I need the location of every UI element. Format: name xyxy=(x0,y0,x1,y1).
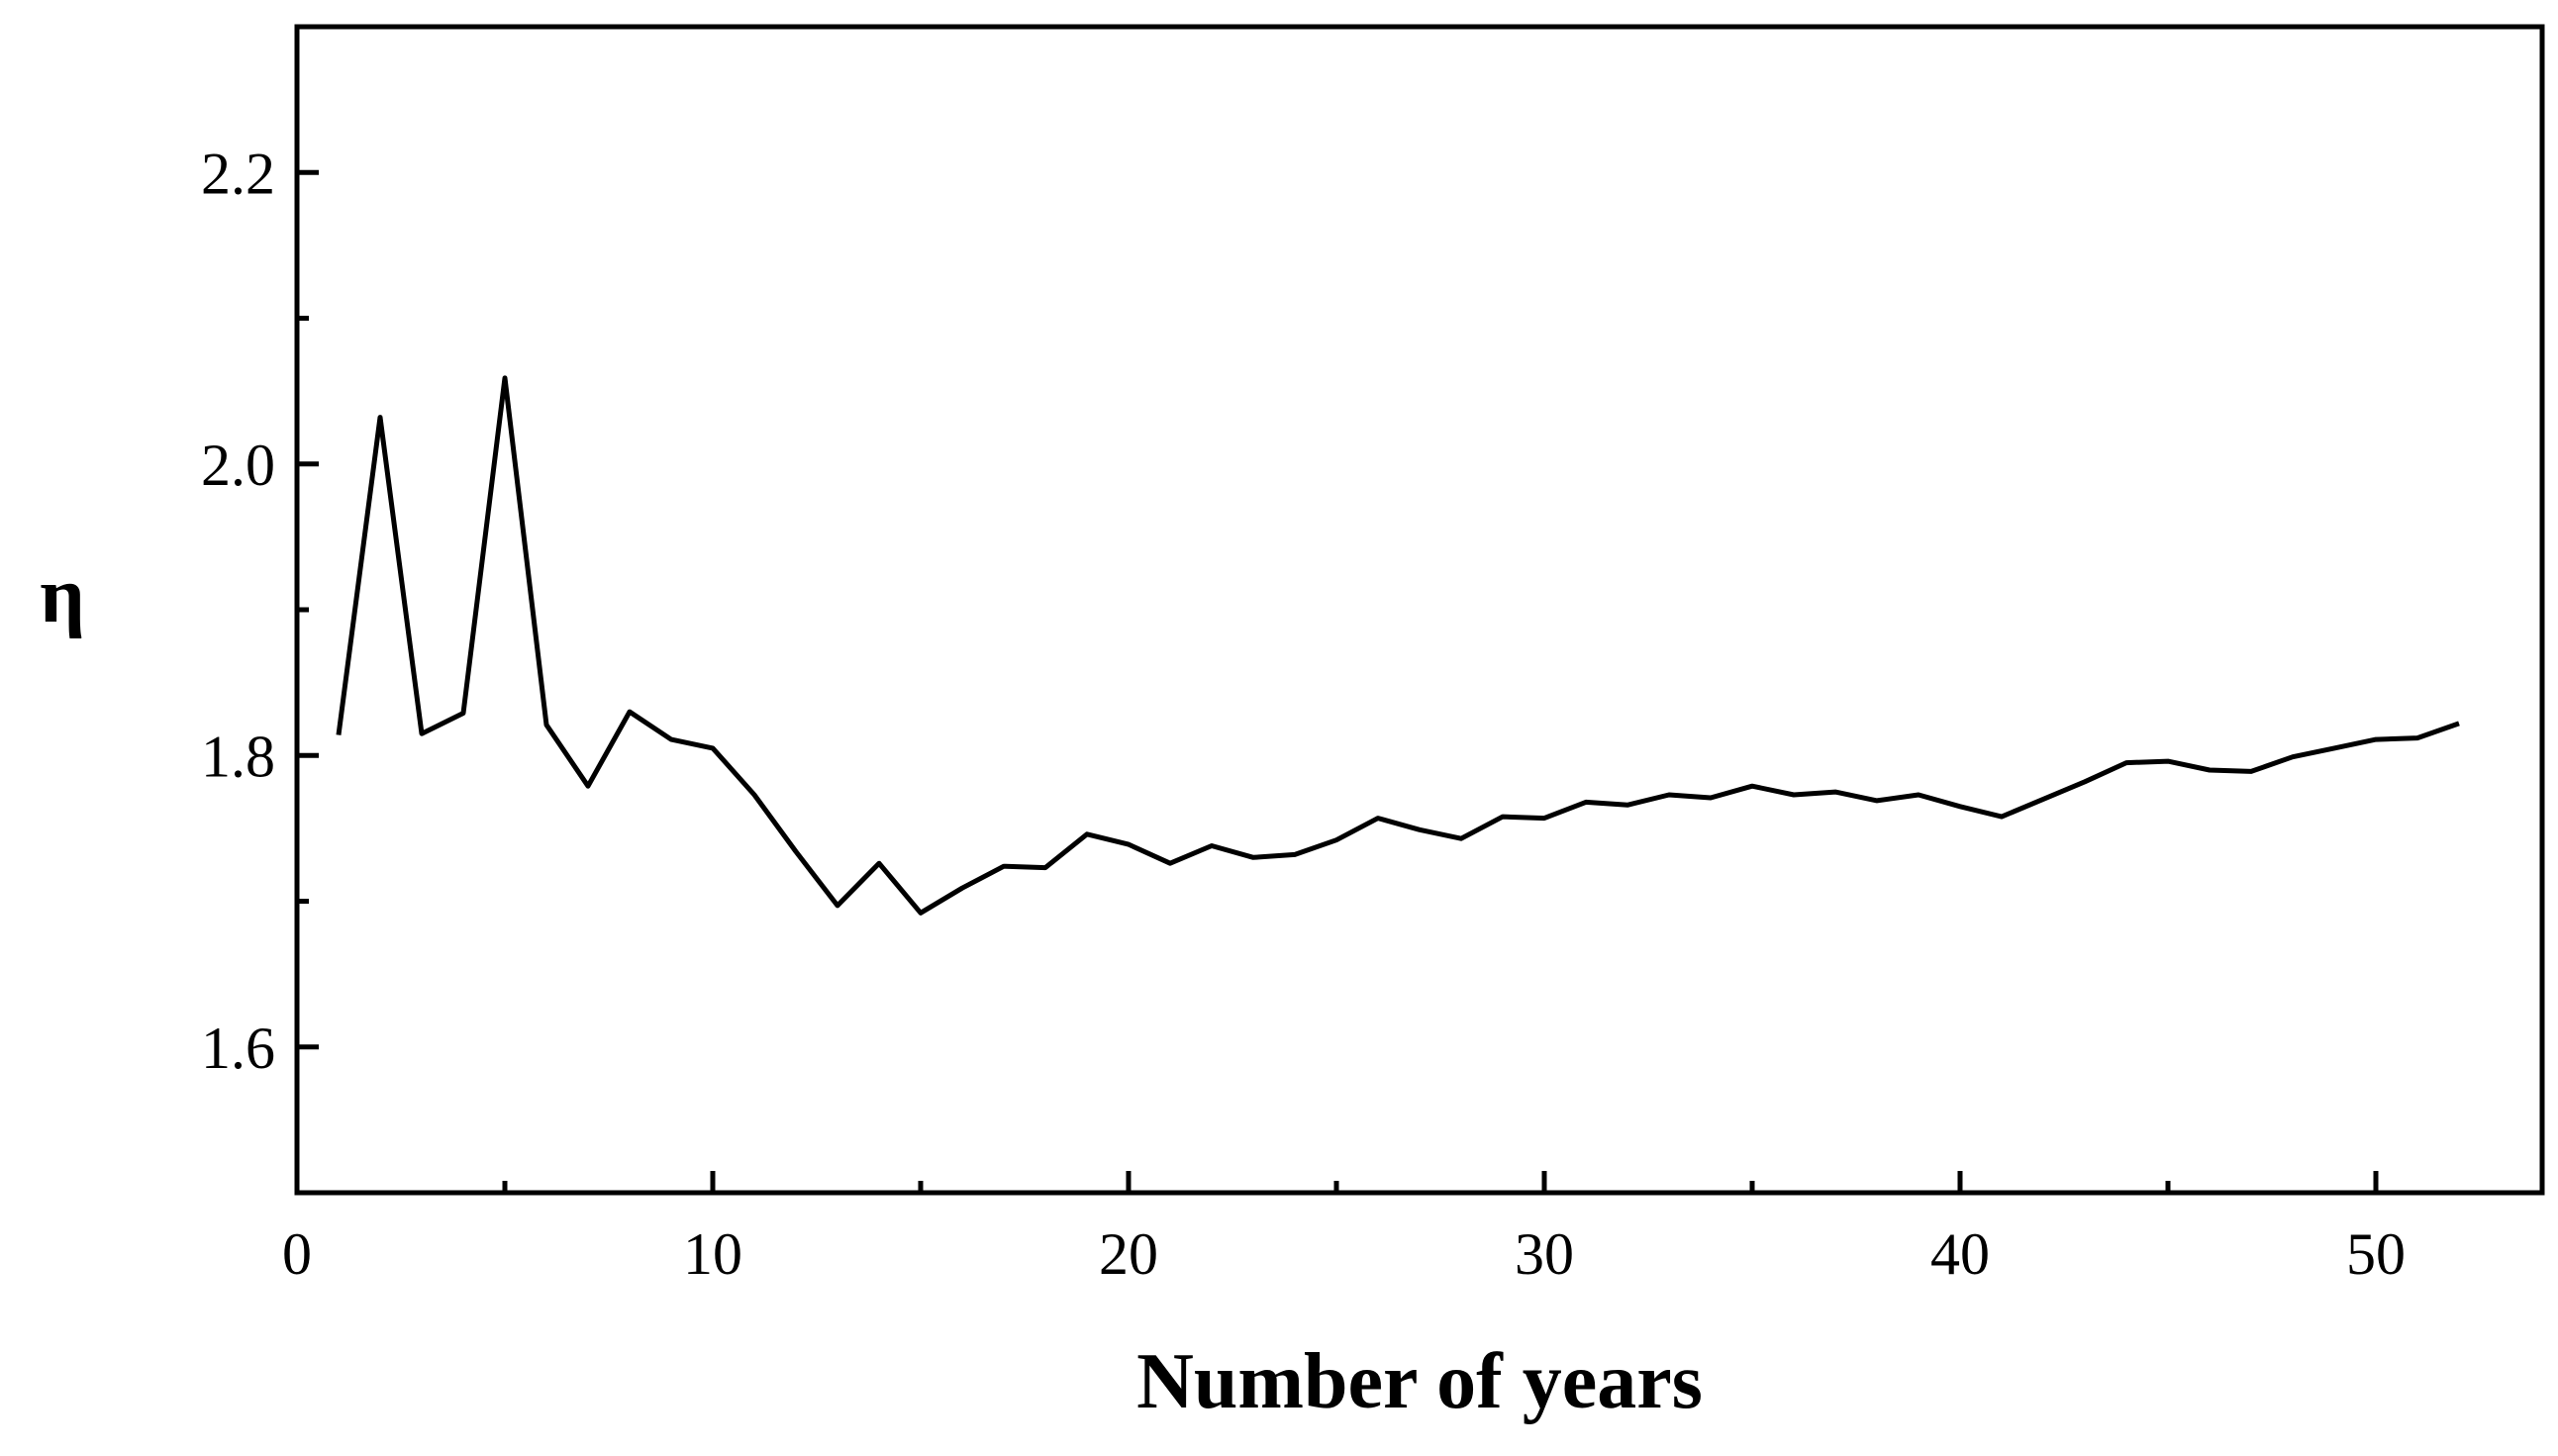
x-tick-label: 30 xyxy=(1515,1221,1574,1287)
plot-frame xyxy=(294,24,2545,1196)
y-tick-label: 1.6 xyxy=(201,1016,275,1081)
eta-series-line xyxy=(336,375,2460,916)
x-axis-title: Number of years xyxy=(1136,1338,1703,1425)
x-tick-label: 40 xyxy=(1930,1221,1990,1287)
y-tick-label: 1.8 xyxy=(201,724,275,789)
x-axis-tick-labels: 0 10 20 30 40 50 xyxy=(282,1221,2406,1287)
y-axis-title: η xyxy=(40,552,84,639)
y-axis-tick-labels: 1.6 1.8 2.0 2.2 xyxy=(201,141,275,1081)
x-tick-label: 10 xyxy=(683,1221,742,1287)
y-tick-label: 2.0 xyxy=(201,433,275,498)
x-tick-label: 50 xyxy=(2346,1221,2406,1287)
y-axis-ticks xyxy=(297,169,319,1050)
y-tick-label: 2.2 xyxy=(201,141,275,206)
x-tick-label: 0 xyxy=(282,1221,312,1287)
x-tick-label: 20 xyxy=(1099,1221,1158,1287)
x-axis-ticks xyxy=(294,1171,2379,1193)
